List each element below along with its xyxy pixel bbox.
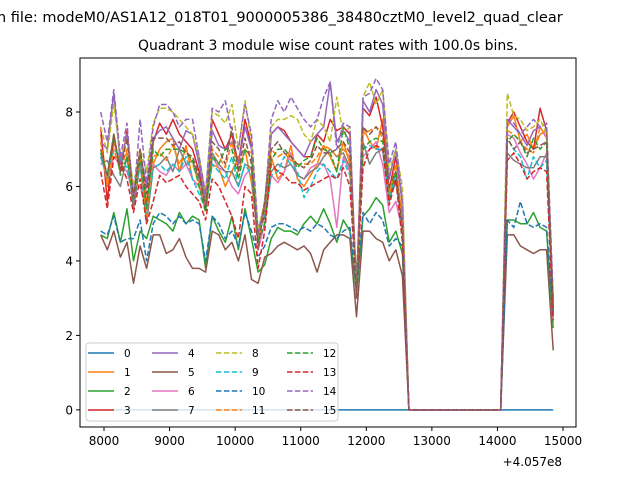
legend-entry-0: 0: [88, 348, 131, 360]
legend-label: 10: [252, 386, 265, 398]
y-tick-label: 2: [65, 329, 73, 343]
x-tick-label: 15000: [544, 434, 582, 448]
series-layer: [99, 77, 554, 411]
x-tick-label: 9000: [154, 434, 185, 448]
legend-box: [85, 342, 339, 422]
x-tick-label: 10000: [216, 434, 254, 448]
series-line-15: [99, 126, 554, 411]
y-axis: 0 2 4 6 8: [65, 105, 80, 417]
legend-label: 3: [124, 405, 131, 417]
legend-label: 11: [252, 405, 265, 417]
legend-label: 7: [188, 405, 195, 417]
y-tick-label: 8: [65, 105, 73, 119]
legend-label: 14: [323, 386, 337, 398]
legend-entry-2: 2: [88, 386, 131, 398]
series-line-13: [99, 144, 554, 411]
legend-entry-10: 10: [216, 386, 265, 398]
legend-entry-5: 5: [152, 367, 195, 379]
x-tick-label: 13000: [413, 434, 451, 448]
legend-label: 9: [252, 367, 259, 379]
y-tick-label: 4: [65, 254, 73, 268]
x-offset-text: +4.057e8: [503, 455, 562, 469]
legend-label: 4: [188, 348, 195, 360]
legend-entry-15: 15: [287, 405, 336, 417]
legend-entry-1: 1: [88, 367, 131, 379]
legend-entry-11: 11: [216, 405, 265, 417]
legend-entry-14: 14: [287, 386, 337, 398]
y-tick-label: 0: [65, 403, 73, 417]
legend-entry-6: 6: [152, 386, 195, 398]
x-axis: 8000 9000 10000 11000 12000 13000 14000 15000: [89, 427, 582, 448]
legend-label: 1: [124, 367, 131, 379]
series-line-8: [99, 81, 554, 411]
legend-entry-9: 9: [216, 367, 259, 379]
legend-label: 2: [124, 386, 131, 398]
legend-label: 12: [323, 348, 336, 360]
legend-entry-3: 3: [88, 405, 131, 417]
legend-entry-7: 7: [152, 405, 195, 417]
axes-frame: [79, 57, 577, 428]
legend-entry-8: 8: [216, 348, 259, 360]
y-tick-label: 6: [65, 180, 73, 194]
series-line-11: [99, 126, 554, 411]
series-line-12: [99, 126, 554, 411]
chart-title: Quadrant 3 module wise count rates with …: [138, 38, 518, 54]
legend-label: 15: [323, 405, 336, 417]
legend-label: 5: [188, 367, 195, 379]
x-tick-label: 11000: [282, 434, 320, 448]
legend-entry-4: 4: [152, 348, 195, 360]
legend-entry-13: 13: [287, 367, 336, 379]
x-tick-label: 14000: [478, 434, 516, 448]
legend-label: 8: [252, 348, 259, 360]
legend-entry-12: 12: [287, 348, 336, 360]
legend-label: 0: [124, 348, 131, 360]
suptitle: n file: modeM0/AS1A12_018T01_9000005386_…: [0, 10, 563, 26]
x-tick-label: 8000: [89, 434, 120, 448]
x-tick-label: 12000: [347, 434, 385, 448]
legend-label: 13: [323, 367, 336, 379]
legend-label: 6: [188, 386, 195, 398]
